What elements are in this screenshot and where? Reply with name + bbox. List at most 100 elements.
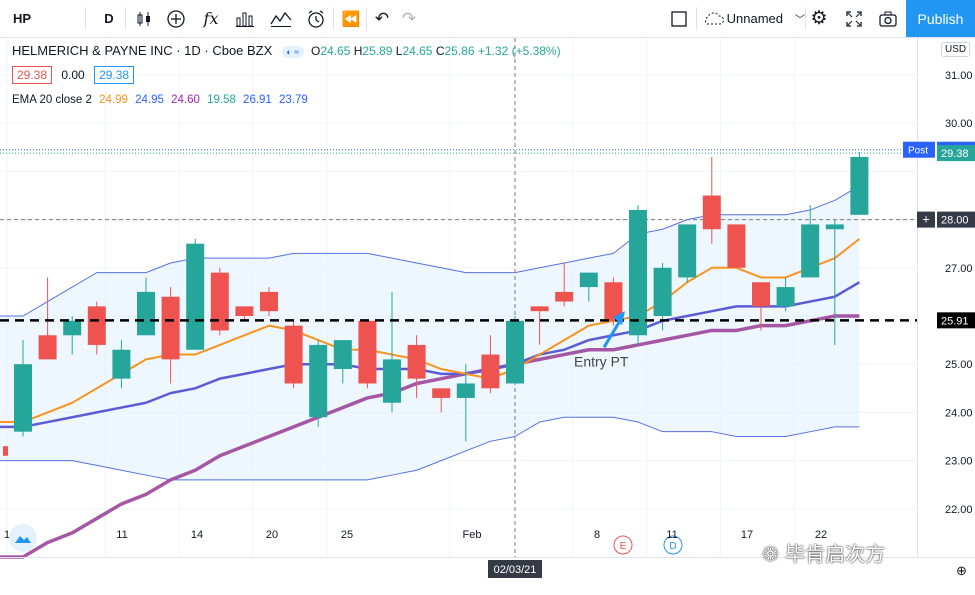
candle-body — [260, 291, 278, 312]
candle-body — [555, 291, 574, 302]
candle-body — [456, 383, 475, 398]
candle-body — [825, 224, 844, 230]
bid-price[interactable]: 29.38 — [12, 66, 53, 84]
ohlc-h-label: H — [353, 44, 363, 58]
candle-body — [63, 320, 82, 336]
price-tick-label: 31.00 — [945, 70, 973, 82]
symbol-search-button[interactable]: HP — [12, 11, 32, 26]
arrow-head-icon — [613, 311, 625, 326]
ohlc-l-label: L — [395, 44, 403, 58]
wechat-icon: ❁ — [762, 542, 779, 566]
candle-body — [629, 209, 647, 336]
candle-body — [702, 195, 721, 230]
toolbar-divider — [85, 7, 86, 30]
ema-mid-line — [0, 281, 861, 429]
layout-name-button[interactable]: Unnamed ﹀ — [701, 0, 805, 37]
tradingview-logo[interactable] — [9, 524, 37, 552]
time-tick-label: 14 — [191, 529, 203, 541]
candle-body — [38, 335, 57, 360]
toolbar-divider — [696, 7, 697, 30]
ema-value: 23.79 — [279, 94, 308, 106]
ask-price[interactable]: 29.38 — [94, 66, 135, 84]
candle-body — [776, 287, 795, 307]
publish-button[interactable]: Publish — [906, 0, 975, 37]
cloud-icon — [704, 11, 724, 24]
post-tag-label: Post — [908, 146, 928, 157]
ohlc-o-label: O — [311, 44, 321, 58]
fx-icon[interactable]: 𝑓x — [203, 9, 219, 28]
candle-body — [112, 349, 131, 379]
time-tick-label: 1 — [4, 529, 10, 541]
plus-circle-icon[interactable] — [163, 0, 189, 37]
replay-icon[interactable]: ⏪ — [341, 10, 361, 28]
bid-ask-row: 29.38 0.00 29.38 — [12, 66, 135, 84]
legend-title: HELMERICH & PAYNE INC · 1D · Cboe BZX — [12, 43, 273, 58]
ohlc-change: +1.32 (+5.38%) — [477, 44, 561, 58]
layout-square-icon[interactable] — [666, 0, 692, 37]
candles-icon[interactable] — [131, 0, 157, 37]
event-marker — [613, 535, 633, 555]
watermark-text: 毕肯启次方 — [785, 542, 886, 566]
candle-body — [530, 306, 549, 312]
interval-button[interactable]: D — [104, 11, 114, 26]
crosshair-plus-icon: + — [922, 212, 930, 227]
candle-body — [653, 267, 672, 316]
candle-body — [432, 388, 451, 398]
crosshair-plus-bg — [917, 211, 935, 228]
post-tag-bg — [903, 141, 935, 158]
fullscreen-icon[interactable] — [841, 0, 867, 37]
band-lower-line — [0, 416, 860, 481]
candle-body — [506, 320, 524, 384]
ema-legend[interactable]: EMA 20 close 2 24.99 24.95 24.60 19.58 2… — [12, 94, 308, 106]
ohlc-close: 25.86 — [444, 44, 475, 58]
price-tick-label: 23.00 — [945, 456, 973, 468]
candle-body — [579, 272, 598, 288]
toolbar-divider — [333, 7, 334, 30]
crosshair-date-bg — [488, 560, 542, 578]
candle-body — [235, 306, 254, 316]
event-label: D — [669, 541, 676, 552]
cloud-logo-icon — [15, 536, 31, 543]
alert-clock-icon[interactable] — [303, 0, 329, 37]
candle-body — [161, 296, 180, 360]
candle-body — [309, 344, 328, 418]
time-tick-label: 25 — [341, 529, 353, 541]
redo-icon[interactable]: ↷ — [401, 8, 417, 28]
templates-icon[interactable] — [232, 0, 258, 37]
candle-body — [604, 282, 623, 321]
candle-body — [678, 224, 697, 278]
undo-icon[interactable]: ↶ — [374, 8, 390, 28]
currency-button[interactable]: USD — [941, 42, 971, 57]
time-tick-label: 11 — [116, 529, 127, 541]
candle-body — [210, 272, 229, 331]
candle-body — [358, 320, 377, 384]
toolbar-divider — [125, 7, 126, 30]
watermark: ❁ 毕肯启次方 — [762, 538, 885, 567]
time-tick-label: 20 — [266, 529, 278, 541]
time-tick-label: 11 — [666, 529, 677, 541]
gear-icon[interactable]: ⚙ — [810, 8, 828, 29]
ema-fast-line — [0, 238, 861, 424]
candle-body — [137, 291, 155, 336]
candle-body — [383, 359, 401, 403]
candle-body — [284, 325, 303, 384]
toolbar-divider — [805, 7, 806, 30]
crosshair-date-tag: 02/03/21 — [494, 564, 537, 576]
price-tick-label: 24.00 — [945, 407, 973, 419]
annotation-arrow — [602, 318, 623, 349]
top-toolbar: HP D 𝑓x ⏪ ↶ ↷ Unnamed ﹀ ⚙ Publish — [0, 0, 975, 38]
candle-body — [801, 224, 820, 278]
price-tick-label: 30.00 — [945, 118, 973, 130]
crosshair-price-tag-bg — [937, 211, 975, 228]
spread-value: 0.00 — [61, 68, 85, 82]
indicators-icon[interactable] — [268, 0, 294, 37]
candle-body — [186, 243, 205, 350]
candle-partial — [3, 446, 8, 456]
price-tick-label: 25.00 — [945, 359, 973, 371]
level-price-tag: 25.91 — [941, 315, 969, 327]
camera-icon[interactable] — [875, 0, 901, 37]
toolbar-divider — [366, 7, 367, 30]
price-chart[interactable]: Entry PT E D 31.00 30.00 27.00 25.00 24.00 23.00… — [0, 38, 975, 595]
market-status-icon: ◐ ≈ — [281, 45, 304, 58]
time-tick-label: Feb — [463, 529, 482, 541]
